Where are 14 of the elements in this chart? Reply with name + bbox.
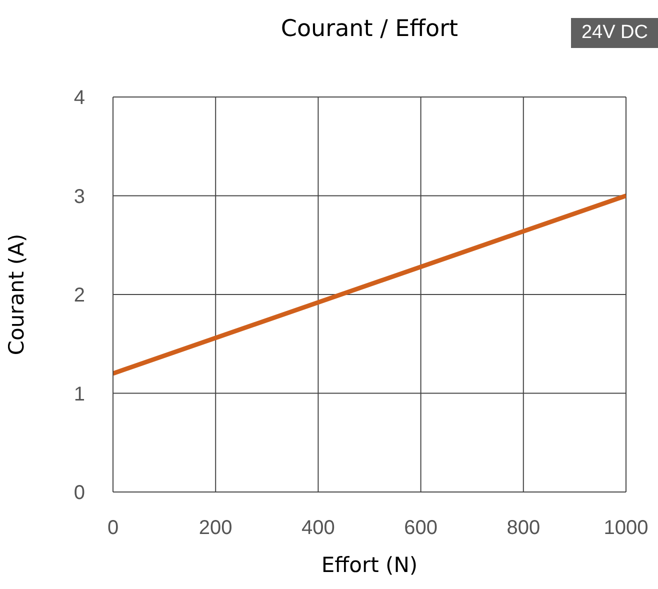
x-tick-label: 400	[302, 517, 335, 540]
x-axis-title: Effort (N)	[321, 553, 418, 577]
text: 24V DC	[571, 18, 658, 48]
x-tick-label: 800	[506, 517, 540, 540]
y-tick-label: 0	[74, 482, 85, 504]
y-tick-label: 2	[74, 284, 85, 307]
x-tick-label: 0	[107, 517, 119, 540]
x-tick-label: 1000	[604, 517, 648, 540]
y-tick-label: 1	[74, 383, 85, 406]
chart-title: Courant / Effort	[280, 16, 458, 42]
y-tick-label: 3	[74, 186, 85, 208]
x-tick-label: 200	[198, 517, 232, 540]
y-tick-label: 4	[74, 87, 85, 110]
x-tick-label: 600	[404, 517, 438, 540]
